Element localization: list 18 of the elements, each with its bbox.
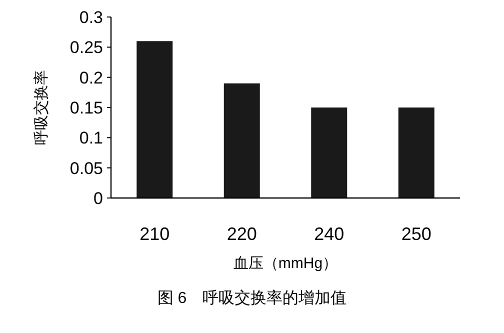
y-tick-label: 0.2 bbox=[79, 68, 103, 88]
bar bbox=[398, 108, 434, 198]
x-tick-label: 210 bbox=[140, 224, 170, 244]
y-tick-label: 0.15 bbox=[70, 98, 103, 118]
text: 图 6 呼吸交换率的增加值 bbox=[157, 289, 347, 307]
x-tick-label: 250 bbox=[401, 224, 432, 244]
bar bbox=[311, 108, 348, 198]
y-tick-label: 0.05 bbox=[70, 158, 103, 178]
x-axis-title: 血压（mmHg） bbox=[233, 255, 338, 272]
bar bbox=[136, 41, 173, 198]
y-axis-title: 呼吸交换率 bbox=[33, 70, 50, 145]
y-tick-label: 0.25 bbox=[70, 38, 103, 58]
y-tick-label: 0.3 bbox=[79, 8, 103, 27]
y-tick-label: 0.1 bbox=[79, 128, 103, 148]
x-tick-label: 240 bbox=[314, 224, 344, 244]
y-tick-label: 0 bbox=[94, 189, 103, 208]
x-tick-label: 220 bbox=[226, 224, 257, 244]
bar bbox=[224, 83, 260, 198]
